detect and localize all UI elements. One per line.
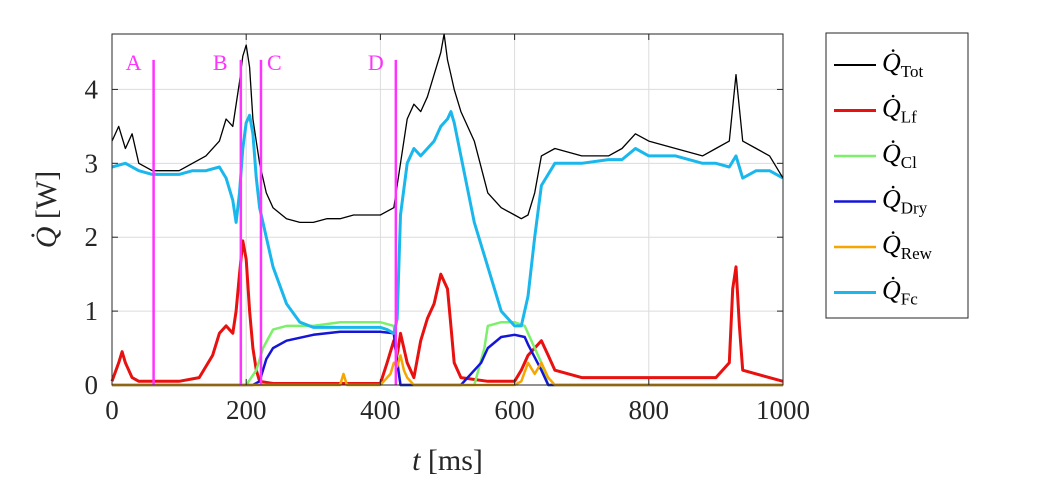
marker-label-b: B (213, 50, 228, 75)
x-tick-label: 800 (629, 395, 670, 425)
grid (111, 34, 784, 386)
legend-subscript: Dry (901, 199, 928, 218)
legend-subscript: Tot (901, 62, 924, 81)
legend-box (825, 32, 969, 319)
series-line-lf (110, 239, 784, 385)
x-tick-label: 400 (360, 395, 401, 425)
x-axis-var: t (412, 444, 421, 477)
y-tick-label: 2 (85, 222, 99, 252)
legend-symbol: Q̇ (882, 185, 901, 214)
legend-symbol: Q̇ (882, 94, 901, 123)
plot-area (110, 33, 784, 387)
legend-subscript: Lf (901, 108, 917, 127)
legend-entry-fc: Q̇Fc (882, 276, 918, 309)
legend-symbol: Q̇ (882, 230, 901, 259)
y-tick-label: 3 (85, 148, 99, 178)
x-axis-unit: [ms] (420, 444, 483, 477)
x-tick-label: 200 (226, 395, 267, 425)
x-axis-title: t [ms] (412, 444, 483, 477)
x-tick-label: 1000 (756, 395, 810, 425)
series-line-fc (111, 110, 784, 335)
legend-symbol: Q̇ (882, 276, 901, 305)
y-axis-title: Q̇ [W] (30, 171, 63, 248)
legend-entry-cl: Q̇Cl (882, 139, 917, 172)
legend-entry-dry: Q̇Dry (882, 185, 928, 218)
y-tick-label: 0 (85, 370, 99, 400)
x-tick-label: 600 (494, 395, 535, 425)
legend-symbol: Q̇ (882, 48, 901, 77)
legend-entry-lf: Q̇Lf (882, 94, 917, 127)
marker-label-c: C (267, 50, 282, 75)
y-axis-var: Q̇ (30, 226, 63, 248)
marker-label-d: D (368, 50, 384, 75)
y-tick-label: 1 (85, 296, 99, 326)
legend-entry-tot: Q̇Tot (882, 48, 923, 81)
plot-background (112, 34, 783, 385)
series-line-tot (111, 33, 784, 224)
event-markers: A B C D (126, 50, 398, 385)
axes: 0 200 400 600 800 1000 0 1 2 3 4 t [ms] Q̇ [W] (30, 34, 810, 477)
plot-frame (111, 33, 784, 386)
marker-label-a: A (126, 50, 142, 75)
x-tick-label: 0 (105, 395, 119, 425)
y-tick-label: 4 (85, 74, 99, 104)
legend-subscript: Rew (901, 244, 933, 263)
legend-symbol: Q̇ (882, 139, 901, 168)
legend-subscript: Fc (901, 290, 918, 309)
y-axis-unit: [W] (30, 171, 63, 227)
legend-subscript: Cl (901, 153, 917, 172)
legend-entry-rew: Q̇Rew (882, 230, 933, 263)
